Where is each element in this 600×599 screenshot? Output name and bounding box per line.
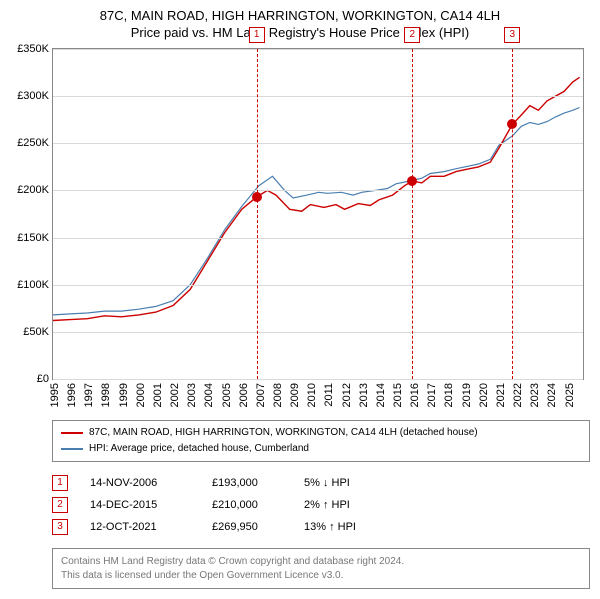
series-svg (53, 49, 583, 379)
gridline-h (53, 96, 583, 97)
event-price-3: £269,950 (212, 516, 282, 538)
attribution-line-2: This data is licensed under the Open Gov… (61, 569, 581, 583)
gridline-h (53, 49, 583, 50)
x-tick-label: 2005 (221, 383, 233, 407)
x-tick-label: 1997 (83, 383, 95, 407)
x-tick-label: 2019 (461, 383, 473, 407)
gridline-h (53, 143, 583, 144)
event-delta-3: 13% ↑ HPI (304, 516, 404, 538)
legend-swatch-hpi (61, 448, 83, 450)
x-tick-label: 1999 (118, 383, 130, 407)
event-line-2 (412, 49, 413, 379)
event-flag-1: 1 (249, 27, 265, 43)
y-tick-label: £0 (37, 373, 49, 385)
gridline-h (53, 285, 583, 286)
event-dot-1 (252, 192, 262, 202)
event-price-2: £210,000 (212, 494, 282, 516)
x-tick-label: 2003 (186, 383, 198, 407)
event-date-2: 14-DEC-2015 (90, 494, 190, 516)
x-tick-label: 2018 (443, 383, 455, 407)
x-tick-label: 2025 (564, 383, 576, 407)
x-tick-label: 2017 (426, 383, 438, 407)
gridline-h (53, 190, 583, 191)
event-row-3: 3 12-OCT-2021 £269,950 13% ↑ HPI (52, 516, 590, 538)
x-tick-label: 2002 (169, 383, 181, 407)
event-dot-2 (407, 176, 417, 186)
x-tick-label: 2000 (135, 383, 147, 407)
x-tick-label: 1998 (100, 383, 112, 407)
x-tick-label: 1995 (49, 383, 61, 407)
event-marker-1: 1 (52, 475, 68, 491)
event-row-1: 1 14-NOV-2006 £193,000 5% ↓ HPI (52, 472, 590, 494)
event-marker-2: 2 (52, 497, 68, 513)
x-tick-label: 2004 (203, 383, 215, 407)
y-tick-label: £50K (23, 326, 49, 338)
event-date-1: 14-NOV-2006 (90, 472, 190, 494)
x-tick-label: 2013 (358, 383, 370, 407)
gridline-h (53, 332, 583, 333)
y-tick-label: £150K (17, 232, 49, 244)
x-tick-label: 2012 (341, 383, 353, 407)
title-line-2: Price paid vs. HM Land Registry's House … (10, 25, 590, 40)
x-tick-label: 2007 (255, 383, 267, 407)
events-table: 1 14-NOV-2006 £193,000 5% ↓ HPI 2 14-DEC… (52, 472, 590, 538)
x-tick-label: 2001 (152, 383, 164, 407)
legend: 87C, MAIN ROAD, HIGH HARRINGTON, WORKING… (52, 420, 590, 462)
legend-swatch-subject (61, 432, 83, 434)
gridline-h (53, 238, 583, 239)
legend-label-hpi: HPI: Average price, detached house, Cumb… (89, 441, 309, 457)
legend-label-subject: 87C, MAIN ROAD, HIGH HARRINGTON, WORKING… (89, 425, 478, 441)
event-delta-2: 2% ↑ HPI (304, 494, 404, 516)
event-line-3 (512, 49, 513, 379)
event-row-2: 2 14-DEC-2015 £210,000 2% ↑ HPI (52, 494, 590, 516)
event-date-3: 12-OCT-2021 (90, 516, 190, 538)
event-price-1: £193,000 (212, 472, 282, 494)
x-tick-label: 2014 (375, 383, 387, 407)
title-line-1: 87C, MAIN ROAD, HIGH HARRINGTON, WORKING… (10, 8, 590, 23)
plot-area: £0£50K£100K£150K£200K£250K£300K£350K1995… (52, 48, 584, 380)
x-tick-label: 2011 (323, 383, 335, 407)
y-tick-label: £200K (17, 184, 49, 196)
gridline-h (53, 379, 583, 380)
x-tick-label: 2022 (512, 383, 524, 407)
x-tick-label: 2023 (529, 383, 541, 407)
event-line-1 (257, 49, 258, 379)
x-tick-label: 2009 (289, 383, 301, 407)
y-tick-label: £250K (17, 137, 49, 149)
attribution: Contains HM Land Registry data © Crown c… (52, 548, 590, 589)
x-tick-label: 2024 (546, 383, 558, 407)
event-marker-3: 3 (52, 519, 68, 535)
event-delta-1: 5% ↓ HPI (304, 472, 404, 494)
event-flag-3: 3 (504, 27, 520, 43)
x-tick-label: 2006 (238, 383, 250, 407)
x-tick-label: 2008 (272, 383, 284, 407)
y-tick-label: £100K (17, 279, 49, 291)
chart-title: 87C, MAIN ROAD, HIGH HARRINGTON, WORKING… (10, 8, 590, 40)
x-tick-label: 2015 (392, 383, 404, 407)
x-tick-label: 2020 (478, 383, 490, 407)
y-tick-label: £300K (17, 90, 49, 102)
x-tick-label: 2010 (306, 383, 318, 407)
event-dot-3 (507, 119, 517, 129)
x-tick-label: 1996 (66, 383, 78, 407)
legend-row-hpi: HPI: Average price, detached house, Cumb… (61, 441, 581, 457)
y-tick-label: £350K (17, 43, 49, 55)
event-flag-2: 2 (404, 27, 420, 43)
attribution-line-1: Contains HM Land Registry data © Crown c… (61, 555, 581, 569)
x-tick-label: 2021 (495, 383, 507, 407)
x-tick-label: 2016 (409, 383, 421, 407)
legend-row-subject: 87C, MAIN ROAD, HIGH HARRINGTON, WORKING… (61, 425, 581, 441)
